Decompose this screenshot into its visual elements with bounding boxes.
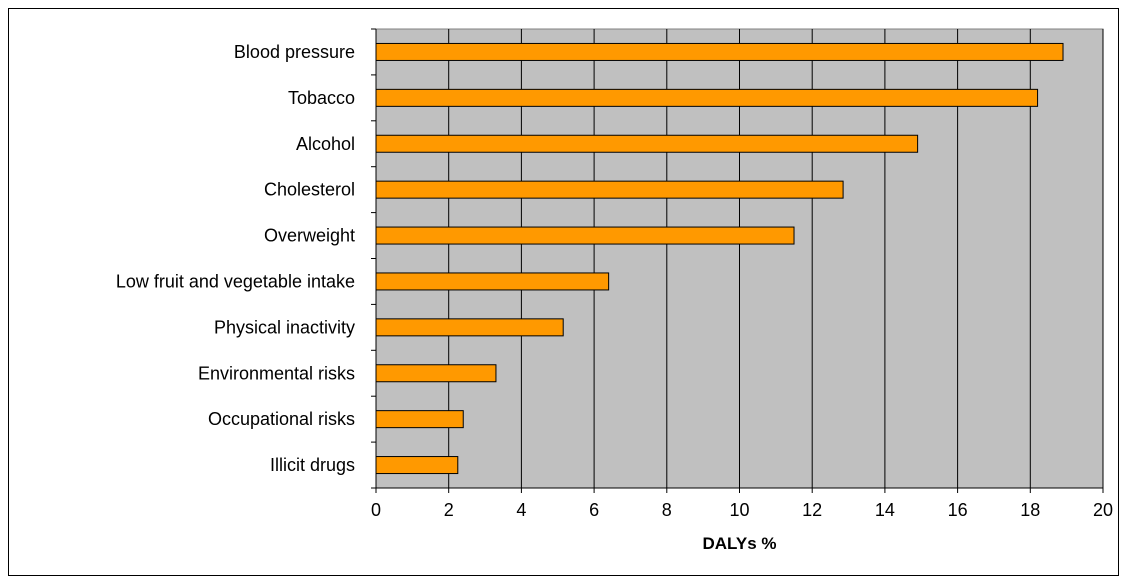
bar <box>375 42 1064 61</box>
x-tick-label: 10 <box>729 500 749 520</box>
x-axis-title: DALYs % <box>702 534 776 553</box>
x-tick-label: 4 <box>516 500 526 520</box>
bar <box>375 226 795 245</box>
x-tick-labels: 0 2 4 6 8 10 12 14 16 18 20 <box>371 500 1113 520</box>
bar <box>375 410 464 429</box>
x-tick-label: 8 <box>662 500 672 520</box>
category-label: Alcohol <box>296 134 355 154</box>
category-label: Tobacco <box>288 88 355 108</box>
x-tick-label: 12 <box>802 500 822 520</box>
bar <box>375 134 919 153</box>
x-tick-label: 0 <box>371 500 381 520</box>
bar <box>375 88 1039 107</box>
x-tick-label: 16 <box>948 500 968 520</box>
category-label: Illicit drugs <box>270 455 355 475</box>
x-tick-label: 6 <box>589 500 599 520</box>
category-labels: Blood pressure Tobacco Alcohol Cholesterol O… <box>116 42 355 475</box>
category-label: Physical inactivity <box>214 317 355 337</box>
x-tick-label: 18 <box>1020 500 1040 520</box>
category-label: Low fruit and vegetable intake <box>116 271 355 291</box>
y-axis-ticks <box>371 28 1103 489</box>
bar <box>375 272 610 291</box>
category-label: Environmental risks <box>198 363 355 383</box>
category-label: Cholesterol <box>264 180 355 200</box>
bar <box>375 456 459 475</box>
x-tick-label: 14 <box>875 500 895 520</box>
x-tick-label: 20 <box>1093 500 1113 520</box>
category-label: Overweight <box>264 226 355 246</box>
bars <box>375 42 1064 475</box>
bar <box>375 180 844 199</box>
bar <box>375 318 564 337</box>
category-label: Blood pressure <box>234 42 355 62</box>
category-label: Occupational risks <box>208 409 355 429</box>
bar <box>375 364 497 383</box>
x-tick-label: 2 <box>444 500 454 520</box>
